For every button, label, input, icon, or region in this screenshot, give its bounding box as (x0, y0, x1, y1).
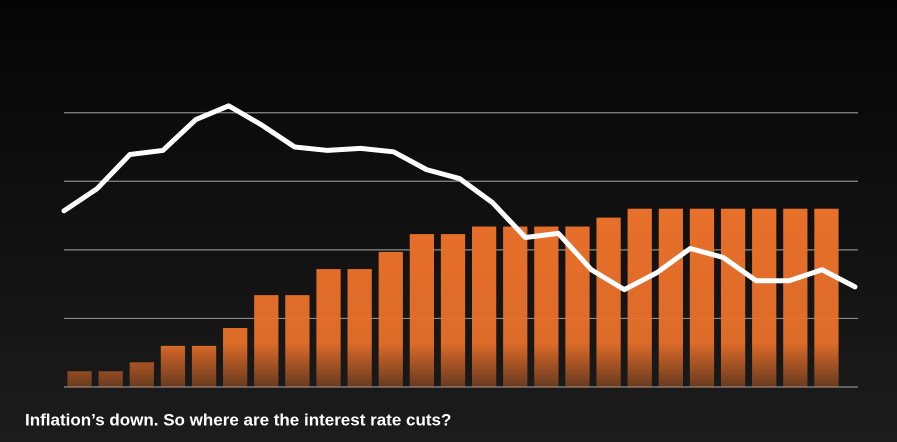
bar (67, 371, 92, 387)
bar (565, 226, 590, 387)
bar (752, 208, 777, 387)
bar (191, 345, 217, 387)
bar (160, 345, 186, 387)
bar (98, 371, 123, 387)
bar (409, 234, 435, 387)
bar (378, 251, 403, 387)
bar (440, 234, 466, 387)
bar (720, 208, 746, 387)
bar (347, 269, 372, 387)
bar (783, 208, 808, 387)
bar (658, 208, 683, 387)
bar (503, 226, 528, 387)
line (61, 103, 858, 293)
bars (67, 208, 839, 387)
bar (285, 295, 310, 387)
bar (254, 295, 279, 387)
chart-title: Inflation’s down. So where are the inter… (25, 410, 451, 429)
bar (129, 362, 154, 387)
bar (689, 208, 715, 387)
bar (596, 217, 621, 387)
bar (316, 269, 341, 387)
lines (61, 103, 858, 293)
bar (627, 208, 652, 387)
bar (471, 226, 497, 387)
bar (534, 226, 559, 387)
bar (223, 328, 248, 387)
bar (814, 208, 839, 387)
